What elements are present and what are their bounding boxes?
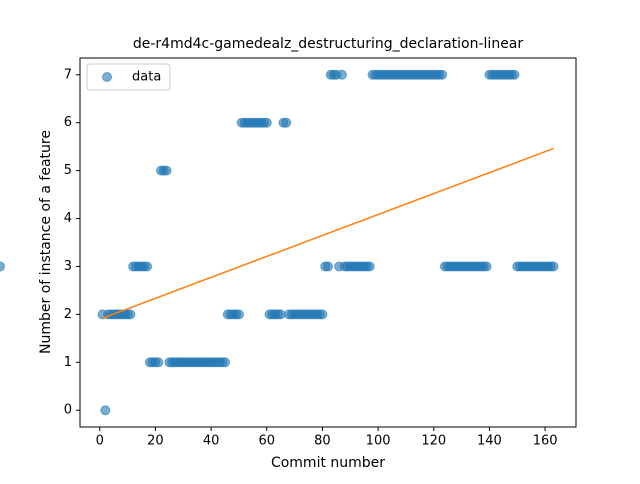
x-tick-label: 80 [314,434,331,449]
x-tick-label: 120 [421,434,446,449]
x-tick-label: 100 [366,434,391,449]
legend-marker [102,72,112,82]
data-point [275,309,286,320]
chart-title: de-r4md4c-gamedealz_destructuring_declar… [133,36,524,52]
data-point [100,405,111,416]
data-point [261,117,272,128]
legend-label: data [132,70,161,85]
y-tick-label: 3 [64,259,72,274]
data-point [336,69,347,80]
x-tick-label: 160 [533,434,558,449]
data-point [125,309,136,320]
y-tick-label: 4 [64,211,72,226]
data-point [323,261,333,272]
data-point [548,261,559,272]
data-point [481,261,492,272]
data-point [153,357,164,368]
y-tick-label: 6 [64,115,72,130]
x-axis-label: Commit number [271,455,385,471]
data-point [509,69,520,80]
data-point [220,357,231,368]
data-point [437,69,448,80]
x-tick-label: 0 [96,434,104,449]
y-tick-label: 2 [64,307,72,322]
data-point [233,309,244,320]
fit-line [102,147,554,319]
x-tick-label: 20 [147,434,164,449]
data-point [317,309,328,320]
y-axis-label: Number of instance of a feature [38,130,54,354]
data-point [142,261,153,272]
x-tick-label: 40 [203,434,220,449]
data-point [161,165,172,176]
y-tick-label: 7 [64,67,72,82]
data-point [281,117,292,128]
legend-box [86,63,171,91]
data-point [364,261,375,272]
y-tick-label: 5 [64,163,72,178]
x-tick-label: 60 [258,434,275,449]
y-tick-label: 1 [64,355,72,370]
x-tick-label: 140 [477,434,502,449]
data-point [0,261,5,272]
plot-frame [79,57,577,428]
y-tick-label: 0 [64,403,72,418]
